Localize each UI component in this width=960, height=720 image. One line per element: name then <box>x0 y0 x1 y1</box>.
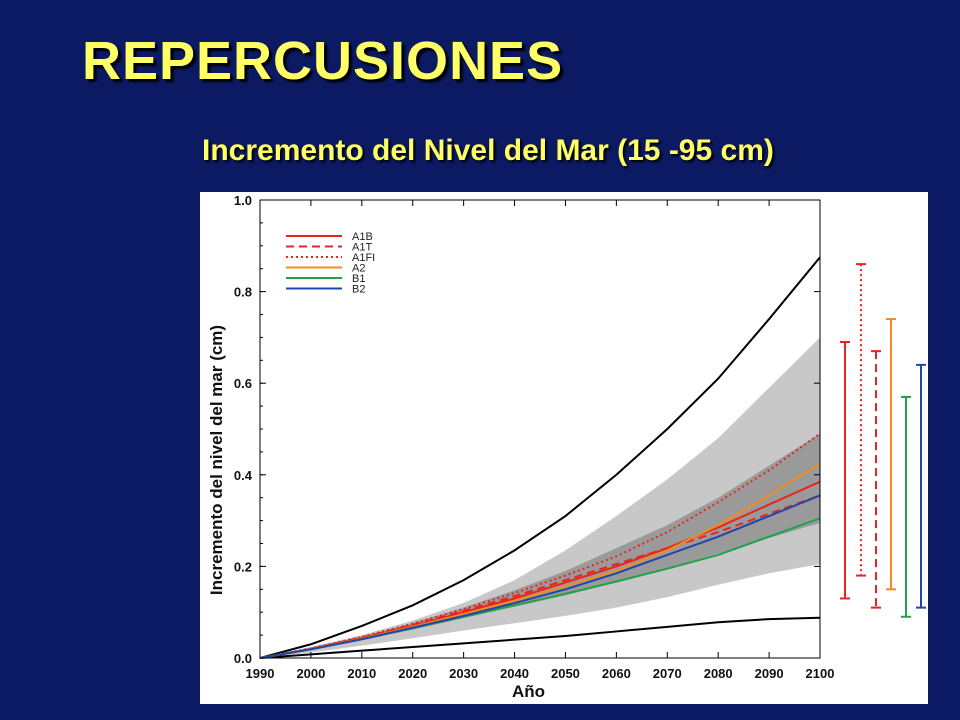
x-tick-label: 2020 <box>398 666 427 681</box>
y-tick-label: 0.0 <box>234 651 252 666</box>
x-tick-label: 2080 <box>704 666 733 681</box>
legend-label-a1b: A1B <box>352 231 373 243</box>
x-tick-label: 2050 <box>551 666 580 681</box>
x-tick-label: 2090 <box>755 666 784 681</box>
series-line-a1fi <box>259 432 821 659</box>
uncertainty-band-1 <box>260 433 820 658</box>
chart-svg: 1990 2000 2010 2020 2030 2040 2050 2060 2070 2080… <box>234 193 926 681</box>
legend-label-a1fi: A1FI <box>352 252 375 264</box>
envelope-line-0 <box>259 256 821 659</box>
y-tick-label: 0.8 <box>234 285 252 300</box>
x-tick-label: 2100 <box>806 666 835 681</box>
x-tick-label: 2060 <box>602 666 631 681</box>
x-tick-label: 2040 <box>500 666 529 681</box>
x-tick-label: 2010 <box>347 666 376 681</box>
envelope-line-1 <box>259 616 821 659</box>
x-tick-label: 2030 <box>449 666 478 681</box>
slide-title: REPERCUSIONES <box>82 31 564 91</box>
sea-level-chart: 1990 2000 2010 2020 2030 2040 2050 2060 2070 2080… <box>200 192 928 704</box>
x-tick-label: 1990 <box>246 666 275 681</box>
x-tick-label: 2070 <box>653 666 682 681</box>
y-tick-label: 1.0 <box>234 193 252 208</box>
y-tick-label: 0.2 <box>234 559 252 574</box>
x-axis-label: Año <box>512 682 546 701</box>
y-axis-label: Incremento del nivel del mar (cm) <box>207 324 226 596</box>
y-tick-label: 0.4 <box>234 468 253 483</box>
legend-label-b1: B1 <box>352 273 365 285</box>
legend-label-a1t: A1T <box>352 242 372 254</box>
legend-label-a2: A2 <box>352 263 365 275</box>
legend-label-b2: B2 <box>352 284 365 296</box>
x-tick-label: 2000 <box>296 666 325 681</box>
uncertainty-band-0 <box>260 337 820 658</box>
slide-subtitle: Incremento del Nivel del Mar (15 -95 cm) <box>202 134 774 167</box>
series-line-b2 <box>259 494 821 659</box>
y-tick-label: 0.6 <box>234 376 252 391</box>
